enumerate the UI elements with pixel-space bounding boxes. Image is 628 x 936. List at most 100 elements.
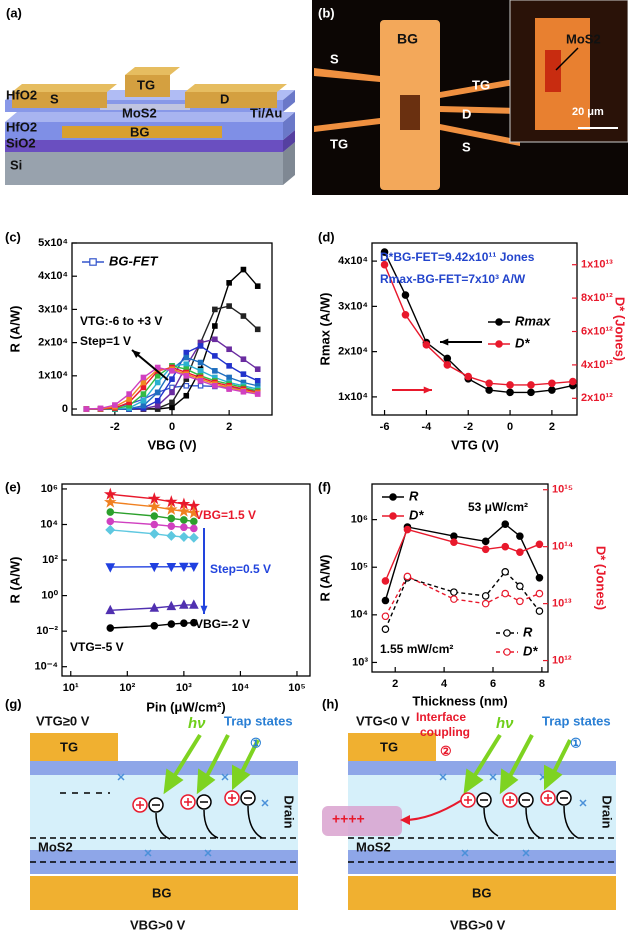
marker <box>401 291 410 299</box>
panel-label: (e) <box>5 479 21 494</box>
marker <box>548 379 556 388</box>
marker <box>83 406 90 412</box>
electrode-label: TG <box>472 77 490 92</box>
tg-electrode <box>30 733 118 761</box>
marker <box>422 341 431 349</box>
panel-label: (b) <box>318 5 335 20</box>
marker <box>535 573 544 582</box>
marker <box>481 537 490 546</box>
layer-label: S <box>50 91 59 106</box>
marker <box>481 599 490 608</box>
marker <box>535 540 544 549</box>
marker <box>381 577 390 585</box>
layer-label: MoS2 <box>122 105 157 120</box>
marker <box>154 397 161 404</box>
marker <box>389 493 397 501</box>
x-tick-label: 10² <box>119 682 135 694</box>
series-line <box>383 264 573 386</box>
y-tick-label: 1x10⁴ <box>38 370 68 382</box>
diagram-g: (g) VTG≥0 V hν Trap states ① TG Drain Mo… <box>5 696 298 932</box>
marker <box>226 374 232 381</box>
top-gate-top <box>125 67 180 75</box>
y-tick-label: 1x10⁴ <box>338 391 368 403</box>
marker <box>212 382 218 389</box>
marker <box>197 368 204 374</box>
layer-label: D <box>220 91 229 106</box>
y-tick-label: 3x10⁴ <box>338 300 368 312</box>
marker <box>169 389 175 396</box>
marker <box>183 354 190 361</box>
marker <box>381 625 390 633</box>
annotation-arrowhead <box>423 386 432 394</box>
back-bias: VBG>0 V <box>130 917 186 932</box>
marker <box>190 618 198 627</box>
y2-tick-label: 1x10¹³ <box>581 259 613 271</box>
marker <box>503 648 511 656</box>
marker <box>177 504 191 517</box>
diagram-h: (h) VTG<0 V Interface coupling ② hν Trap… <box>322 696 616 932</box>
marker <box>169 376 175 382</box>
marker <box>501 568 510 576</box>
y-tick-label: 10⁻⁴ <box>35 661 58 673</box>
light-arrows <box>463 733 572 795</box>
marker <box>240 371 247 377</box>
marker <box>126 396 132 402</box>
layer-label: TG <box>137 77 155 92</box>
marker <box>389 512 397 520</box>
marker <box>381 612 390 621</box>
y-tick-label: 10⁶ <box>41 483 58 495</box>
marker <box>450 588 458 596</box>
annotation: D*BG-FET=9.42x10¹¹ Jones <box>380 250 535 264</box>
y2-tick-label: 4x10¹² <box>581 359 613 371</box>
marker <box>380 260 389 269</box>
marker <box>150 622 159 630</box>
x-tick-label: 10⁵ <box>288 682 305 694</box>
bg-electrode <box>30 876 298 910</box>
annotation-arrowhead <box>440 338 449 346</box>
electrode-label: D <box>462 106 471 121</box>
hfo2-side <box>283 112 295 140</box>
x-tick-label: -2 <box>110 421 120 433</box>
annotation-arrowhead <box>200 605 208 614</box>
marker <box>240 266 247 273</box>
marker <box>180 516 188 524</box>
x-tick-label: 2 <box>549 421 555 433</box>
y-tick-label: 10⁰ <box>41 590 58 602</box>
marker <box>154 379 161 386</box>
marker <box>188 532 199 543</box>
marker <box>197 377 204 384</box>
y-tick-label: 2x10⁴ <box>338 346 368 358</box>
marker <box>140 391 147 397</box>
marker <box>190 517 198 526</box>
layer-label: Ti/Au <box>250 105 282 120</box>
y-tick-label: 4x10⁴ <box>38 270 68 282</box>
x-axis-label: Pin (μW/cm²) <box>146 699 225 714</box>
y-tick-label: 10³ <box>352 656 368 668</box>
coupling-index: ② <box>440 743 452 758</box>
marker <box>154 389 161 396</box>
x-tick-label: 2 <box>392 678 398 690</box>
marker <box>140 397 147 404</box>
marker <box>179 599 189 609</box>
electrode <box>440 106 520 114</box>
tg-label: TG <box>60 739 78 754</box>
legend-label: BG-FET <box>109 253 158 268</box>
channel-label: MoS2 <box>38 839 73 854</box>
marker <box>212 368 218 374</box>
panel-label: (a) <box>6 5 22 20</box>
coupling-label: Interface <box>416 710 466 724</box>
dielectric <box>30 761 298 775</box>
top-gate <box>125 75 170 97</box>
marker <box>450 538 458 546</box>
coupling-arrowhead <box>400 815 410 825</box>
marker <box>140 374 147 381</box>
gate-bias: VTG≥0 V <box>36 713 90 728</box>
electrode <box>440 78 520 98</box>
electrode <box>440 124 520 146</box>
marker <box>443 354 452 363</box>
y2-tick-label: 10¹⁴ <box>552 541 573 553</box>
marker <box>464 372 473 381</box>
x-tick-label: 0 <box>169 421 175 433</box>
layer-label: SiO2 <box>6 135 36 150</box>
